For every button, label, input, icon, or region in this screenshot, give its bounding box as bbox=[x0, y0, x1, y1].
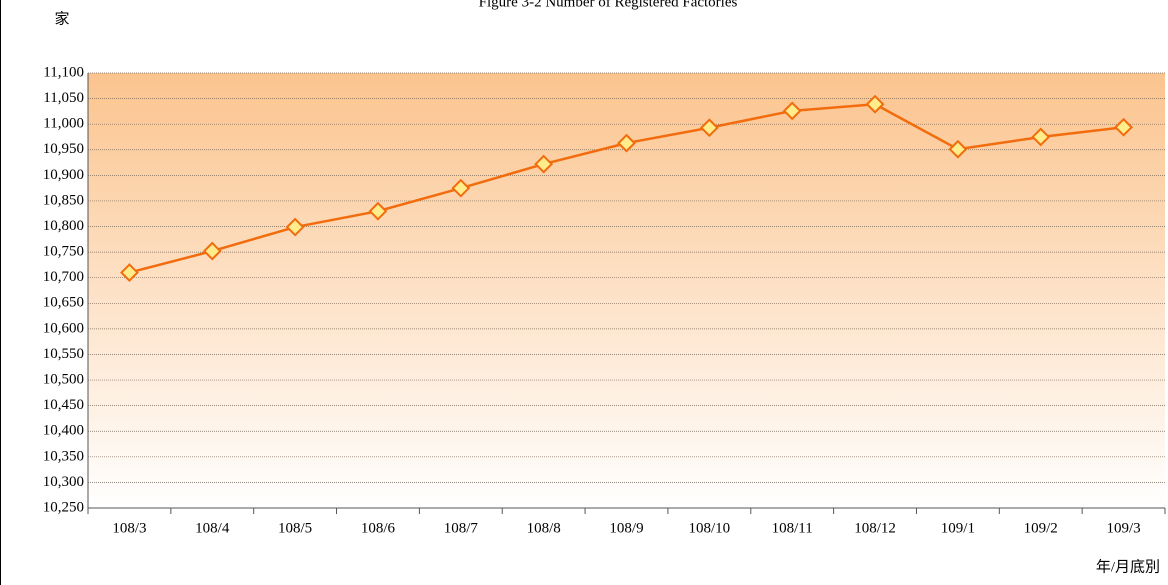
y-tick-label: 11,000 bbox=[43, 116, 84, 132]
data-point bbox=[782, 101, 802, 121]
data-point bbox=[1114, 117, 1133, 137]
y-tick-label: 10,900 bbox=[43, 167, 84, 183]
x-tick-label: 108/8 bbox=[527, 520, 561, 536]
y-tick-label: 10,650 bbox=[43, 295, 84, 311]
y-tick-label: 11,050 bbox=[43, 90, 84, 106]
y-tick-label: 11,100 bbox=[43, 64, 84, 80]
x-tick-label: 108/4 bbox=[195, 520, 230, 536]
y-tick-label: 10,950 bbox=[43, 141, 84, 157]
x-tick-label: 108/9 bbox=[609, 520, 643, 536]
y-tick-label: 10,300 bbox=[43, 474, 84, 490]
x-tick-label: 108/5 bbox=[278, 520, 312, 536]
data-point bbox=[120, 263, 139, 283]
y-axis-label: 家 bbox=[54, 10, 69, 27]
x-tick-label: 108/11 bbox=[772, 520, 813, 536]
data-point bbox=[202, 241, 222, 261]
y-tick-label: 10,350 bbox=[43, 448, 84, 464]
y-tick-label: 10,450 bbox=[43, 397, 84, 413]
x-axis-label: 年/月底別 bbox=[1096, 558, 1160, 575]
y-tick-label: 10,250 bbox=[43, 499, 84, 515]
x-tick-label: 108/7 bbox=[444, 520, 479, 536]
data-point bbox=[865, 94, 885, 114]
y-tick-label: 10,850 bbox=[43, 192, 84, 208]
y-tick-label: 10,500 bbox=[43, 371, 84, 387]
data-point bbox=[1031, 127, 1051, 147]
data-point bbox=[948, 139, 968, 159]
data-point bbox=[368, 201, 388, 221]
data-point bbox=[285, 217, 305, 237]
y-tick-label: 10,600 bbox=[43, 320, 84, 336]
x-tick-label: 108/6 bbox=[361, 520, 396, 536]
data-point bbox=[699, 118, 719, 138]
data-point bbox=[534, 154, 554, 174]
x-tick-label: 108/12 bbox=[854, 520, 896, 536]
y-tick-label: 10,800 bbox=[43, 218, 84, 234]
x-tick-label: 108/10 bbox=[689, 520, 731, 536]
x-tick-label: 108/3 bbox=[112, 520, 146, 536]
y-tick-label: 10,550 bbox=[43, 346, 84, 362]
y-tick-label: 10,400 bbox=[43, 423, 84, 439]
y-tick-label: 10,750 bbox=[43, 244, 84, 260]
y-tick-label: 10,700 bbox=[43, 269, 84, 285]
x-tick-label: 109/3 bbox=[1106, 520, 1140, 536]
data-point bbox=[617, 133, 636, 153]
chart-title: Figure 3-2 Number of Registered Factorie… bbox=[479, 0, 738, 10]
data-point bbox=[451, 178, 471, 198]
x-tick-label: 109/2 bbox=[1024, 520, 1058, 536]
x-tick-label: 109/1 bbox=[941, 520, 975, 536]
